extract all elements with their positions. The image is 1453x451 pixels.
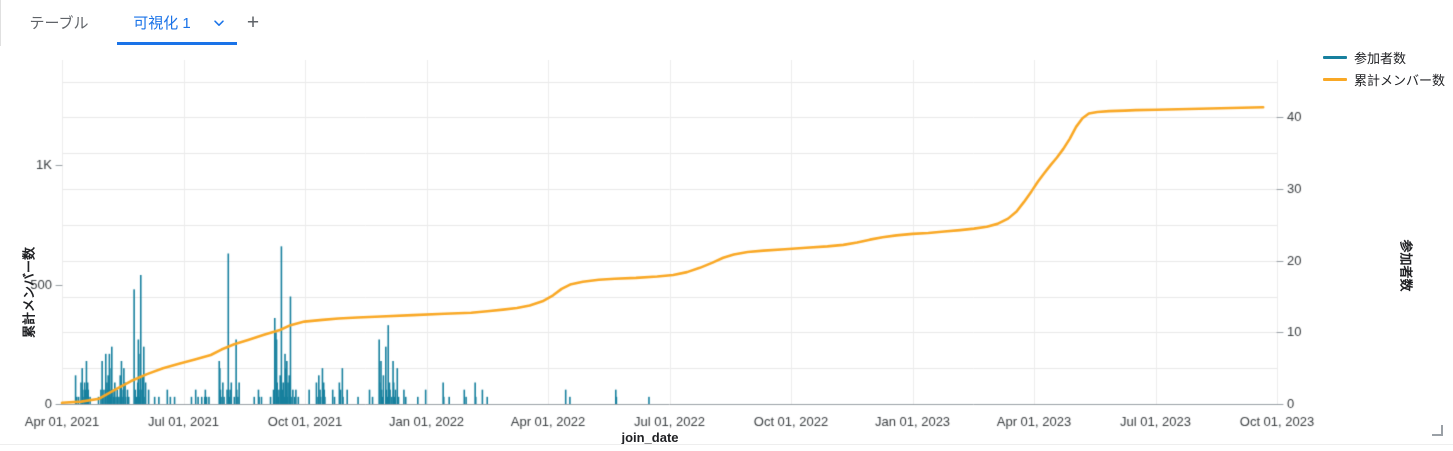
chart-canvas[interactable]: [0, 46, 1453, 451]
tab-table[interactable]: テーブル: [29, 15, 89, 32]
tab-visualization-1[interactable]: 可視化 1: [133, 15, 191, 32]
y-axis-left-title: 累計メンバー数: [21, 247, 37, 339]
chevron-down-icon[interactable]: [212, 16, 226, 30]
legend-item-participants[interactable]: 参加者数: [1322, 48, 1445, 67]
legend-item-cumulative-members[interactable]: 累計メンバー数: [1322, 70, 1445, 89]
y-axis-right-title: 参加者数: [1398, 239, 1414, 292]
chart-legend: 参加者数 累計メンバー数: [1322, 48, 1445, 89]
x-axis-title: join_date: [621, 430, 679, 445]
footer-divider: [0, 444, 1453, 445]
legend-label-cumulative-members: 累計メンバー数: [1353, 73, 1445, 88]
tab-bar: テーブル 可視化 1 +: [0, 0, 1453, 47]
tab-bar-left-rule: [0, 0, 1, 46]
add-tab-button[interactable]: +: [246, 11, 260, 34]
legend-label-participants: 参加者数: [1353, 51, 1406, 66]
resize-handle[interactable]: [1431, 424, 1443, 436]
legend-swatch-participants: [1322, 56, 1347, 59]
chart-container: 累計メンバー数 参加者数 join_date: [0, 46, 1453, 451]
legend-swatch-cumulative-members: [1322, 78, 1347, 81]
active-tab-indicator: [117, 42, 237, 45]
